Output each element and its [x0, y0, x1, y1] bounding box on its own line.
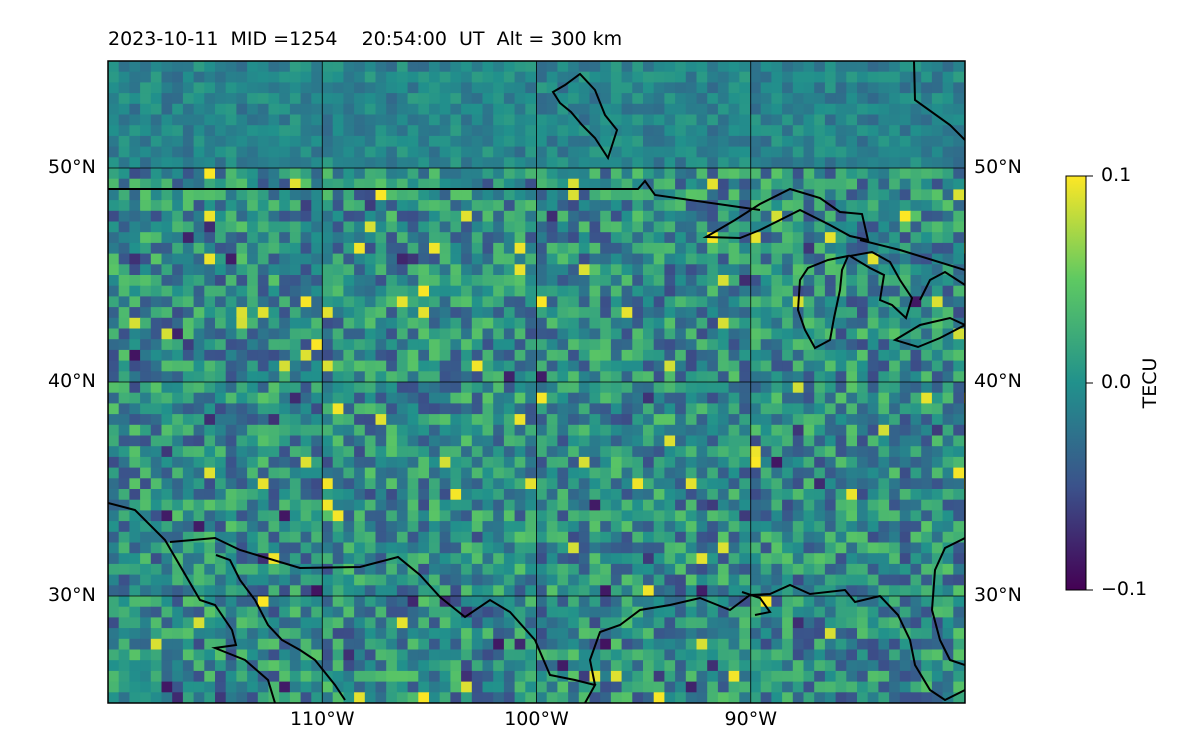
great-lakes-huron — [847, 250, 914, 320]
lon-label: 110°W — [289, 708, 355, 730]
colorbar-tick-label: −0.1 — [1101, 578, 1148, 600]
baja-inner — [215, 554, 346, 701]
us-canada-border — [108, 179, 761, 211]
great-lakes-michigan — [796, 254, 850, 350]
lat-label-left: 50°N — [48, 156, 96, 178]
lat-label-right: 50°N — [974, 156, 1022, 178]
lat-label-right: 30°N — [974, 584, 1022, 606]
canada-east-border — [859, 239, 965, 271]
lon-label: 90°W — [724, 708, 777, 730]
lat-label-right: 40°N — [974, 370, 1022, 392]
map-frame — [107, 60, 966, 704]
lake-winnipeg — [551, 72, 619, 161]
yucatan-edge — [741, 591, 772, 616]
colorbar-tick-label: 0.0 — [1101, 371, 1132, 393]
pacific-baja-coast — [108, 502, 276, 703]
florida-coast — [930, 537, 965, 666]
colorbar-title: TECU — [1139, 357, 1161, 409]
lon-label: 100°W — [504, 708, 569, 730]
gulf-coast — [588, 583, 965, 702]
lat-label-left: 30°N — [48, 584, 96, 606]
colorbar-ticks — [1086, 175, 1093, 591]
coastline-and-borders — [108, 61, 965, 703]
us-mexico-border — [169, 536, 597, 703]
colorbar — [1065, 175, 1087, 591]
tec-field-raster — [108, 61, 965, 703]
lat-label-left: 40°N — [48, 370, 96, 392]
figure-title: 2023-10-11 MID =1254 20:54:00 UT Alt = 3… — [108, 28, 623, 50]
canada-east-border-2 — [919, 270, 965, 301]
colorbar-tick-label: 0.1 — [1101, 164, 1132, 186]
hudson-bay-edge — [913, 61, 965, 141]
great-lakes-superior — [702, 187, 870, 242]
great-lakes-erie-ontario — [892, 316, 965, 349]
